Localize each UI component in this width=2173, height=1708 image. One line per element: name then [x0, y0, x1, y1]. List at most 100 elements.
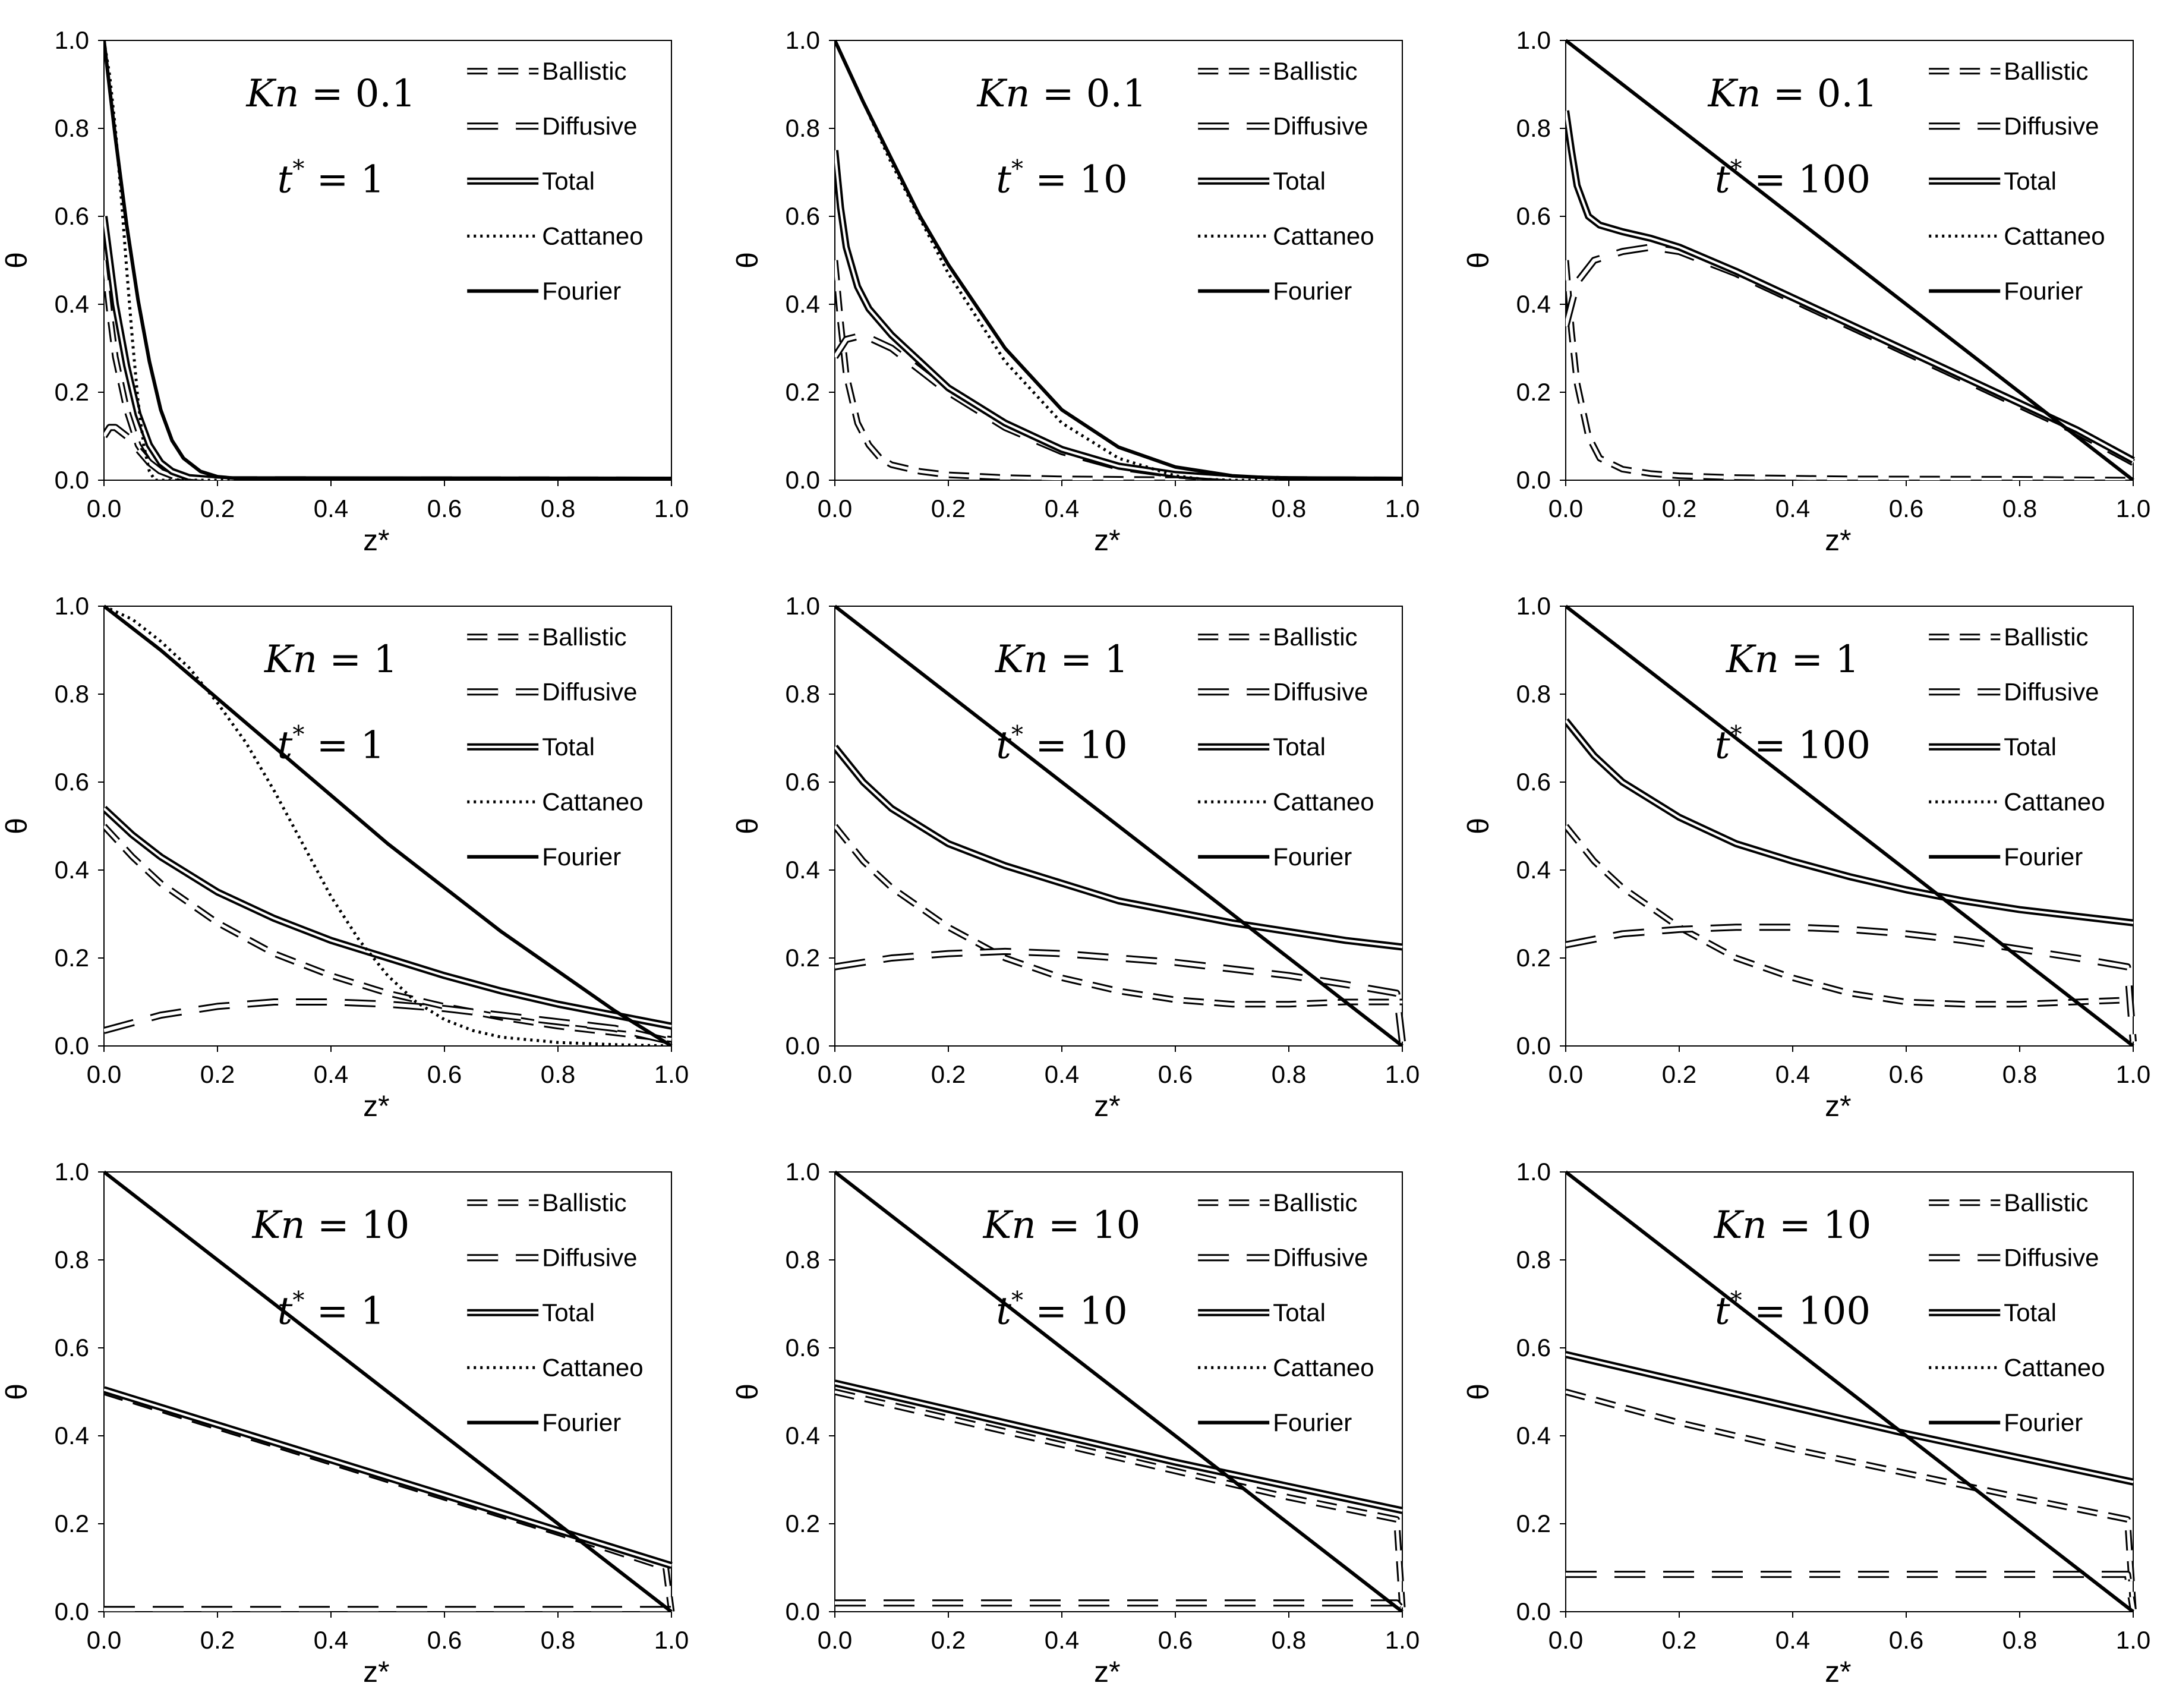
x-tick-label: 0.2	[1662, 1060, 1696, 1088]
y-tick-label: 0.8	[55, 1246, 89, 1274]
x-tick-label: 0.4	[1775, 494, 1810, 522]
x-axis-label: z*	[1094, 1655, 1120, 1688]
legend-label-diffusive: Diffusive	[2004, 112, 2099, 140]
y-tick-label: 1.0	[786, 592, 820, 620]
annotation-kn-equals: =	[1761, 72, 1816, 116]
annotation-t-equals: =	[304, 723, 360, 767]
x-tick-label: 0.8	[2002, 494, 2037, 522]
legend-label-cattaneo: Cattaneo	[2004, 222, 2105, 250]
legend: Ballistic Diffusive Total Cattaneo Fourier	[1929, 1189, 2105, 1436]
annotation-kn: Kn = 1	[995, 638, 1128, 682]
series-diffusive	[835, 1599, 1405, 1612]
x-tick-label: 0.2	[200, 494, 235, 522]
legend: Ballistic Diffusive Total Cattaneo Fourier	[1198, 57, 1374, 305]
annotation-kn: Kn = 1	[264, 638, 398, 682]
legend-label-ballistic: Ballistic	[1273, 1189, 1357, 1217]
y-tick-label: 1.0	[55, 26, 89, 54]
annotation-kn-value: 10	[361, 1203, 409, 1247]
series-diffusive-inner	[1566, 925, 2135, 1042]
y-tick-label: 0.4	[786, 856, 820, 884]
x-tick-label: 0.6	[427, 1060, 462, 1088]
series-group	[1566, 1170, 2137, 1612]
series-total-inner	[1566, 111, 2134, 462]
y-tick-label: 0.4	[786, 1422, 820, 1449]
series-group	[104, 40, 672, 480]
annotation-kn-value: 1	[373, 638, 398, 682]
y-tick-label: 0.6	[1516, 768, 1551, 796]
y-axis-label: θ	[1462, 1384, 1495, 1400]
annotation-kn: Kn = 0.1	[976, 72, 1146, 116]
annotation-t-symbol: t	[996, 723, 1011, 767]
x-axis-label: z*	[1825, 524, 1851, 557]
y-tick-label: 0.2	[55, 944, 89, 972]
series-diffusive	[1566, 924, 2137, 1042]
annotation-kn: Kn = 0.1	[245, 72, 415, 116]
annotation-kn-symbol: Kn	[245, 72, 299, 116]
x-axis-label: z*	[1094, 1089, 1120, 1123]
series-ballistic-inner	[835, 825, 1402, 1006]
y-axis-label: θ	[1462, 252, 1495, 269]
y-tick-label: 0.4	[1516, 290, 1551, 318]
x-tick-label: 0.6	[1158, 1626, 1193, 1654]
legend-label-total: Total	[542, 1299, 595, 1326]
annotation-t-value: 1	[361, 1289, 385, 1333]
x-tick-label: 0.6	[1158, 494, 1193, 522]
legend-label-diffusive: Diffusive	[2004, 677, 2099, 705]
legend-label-diffusive: Diffusive	[542, 112, 637, 140]
legend-label-cattaneo: Cattaneo	[1273, 1353, 1374, 1381]
annotation-t-equals: =	[304, 157, 360, 201]
legend-label-fourier: Fourier	[542, 1408, 621, 1436]
annotation-t-equals: =	[1023, 157, 1079, 201]
annotation-t-symbol: t	[1715, 157, 1730, 201]
legend-label-fourier: Fourier	[2004, 843, 2083, 871]
annotation-t-value: 100	[1798, 1289, 1871, 1333]
y-tick-label: 0.0	[1516, 1032, 1551, 1060]
legend-label-cattaneo: Cattaneo	[2004, 787, 2105, 815]
y-tick-label: 0.4	[55, 856, 89, 884]
x-tick-label: 0.4	[314, 1626, 348, 1654]
y-tick-label: 0.8	[1516, 114, 1551, 142]
annotation-kn-symbol: Kn	[1726, 638, 1779, 682]
y-tick-label: 0.8	[786, 1246, 820, 1274]
annotation-t-value: 10	[1079, 723, 1127, 767]
x-tick-label: 0.0	[1548, 494, 1583, 522]
y-tick-label: 0.0	[55, 466, 89, 494]
series-diffusive	[104, 424, 672, 480]
annotation-t-star: *	[292, 721, 304, 748]
y-tick-label: 0.8	[786, 680, 820, 708]
x-tick-label: 1.0	[1385, 494, 1420, 522]
x-tick-label: 1.0	[1385, 1060, 1420, 1088]
legend: Ballistic Diffusive Total Cattaneo Fourier	[467, 57, 644, 305]
legend-label-diffusive: Diffusive	[542, 1243, 637, 1271]
annotation-t-star: *	[292, 1287, 304, 1314]
annotation-t-equals: =	[1742, 157, 1798, 201]
x-tick-label: 1.0	[1385, 1626, 1420, 1654]
annotation-t-value: 100	[1798, 723, 1871, 767]
x-tick-label: 0.6	[427, 494, 462, 522]
series-ballistic-inner	[104, 825, 672, 1041]
y-tick-label: 0.0	[786, 1597, 820, 1625]
x-tick-label: 0.6	[1158, 1060, 1193, 1088]
x-tick-label: 0.6	[427, 1626, 462, 1654]
y-tick-label: 0.0	[1516, 1597, 1551, 1625]
x-tick-label: 0.8	[2002, 1626, 2037, 1654]
annotation-kn-equals: =	[1767, 1203, 1823, 1247]
annotation-kn: Kn = 10	[252, 1203, 410, 1247]
legend-label-total: Total	[2004, 733, 2057, 761]
y-tick-label: 0.8	[55, 114, 89, 142]
legend-label-total: Total	[1273, 733, 1326, 761]
y-axis-label: θ	[731, 1384, 764, 1400]
series-total	[104, 806, 673, 1030]
legend: Ballistic Diffusive Total Cattaneo Fourier	[467, 1189, 644, 1436]
y-tick-label: 0.4	[55, 290, 89, 318]
annotation-kn-value: 0.1	[355, 72, 416, 116]
series-group	[104, 604, 673, 1046]
annotation-kn-symbol: Kn	[995, 638, 1048, 682]
annotation-kn-equals: =	[1048, 638, 1104, 682]
series-cattaneo	[104, 604, 672, 1046]
x-axis-label: z*	[363, 1655, 389, 1688]
legend-label-ballistic: Ballistic	[1273, 57, 1357, 85]
series-group	[1566, 604, 2137, 1046]
y-tick-label: 1.0	[55, 592, 89, 620]
